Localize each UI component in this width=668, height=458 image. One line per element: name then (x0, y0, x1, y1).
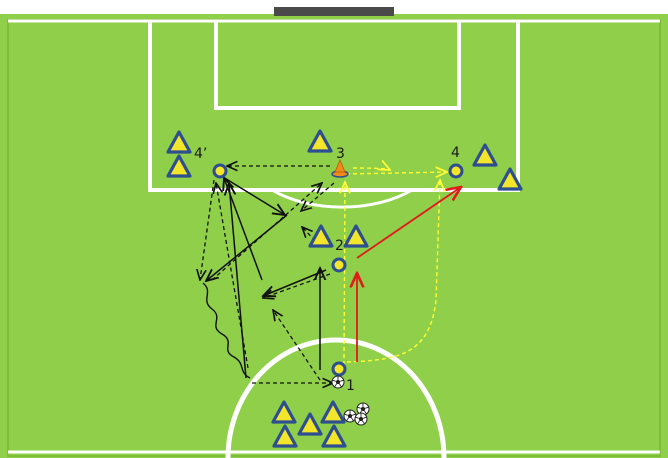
penalty-box-line (148, 21, 520, 192)
red-passes (357, 187, 461, 362)
soccer-ball-icon (354, 412, 368, 426)
soccer-ball-icon (343, 409, 357, 423)
pass-arrow (263, 273, 331, 298)
yellow-arrow (352, 168, 390, 170)
position-ring-icon (331, 257, 347, 273)
position-ring-icon (448, 163, 464, 179)
pass-arrow (200, 179, 215, 280)
pass-arrow (216, 183, 249, 369)
orange-cone-icon (331, 158, 349, 178)
goal-area-line (214, 21, 461, 110)
player-label-3: 3 (336, 146, 345, 162)
center-circle-line (225, 337, 447, 458)
pitch-background (0, 14, 668, 458)
player-label-4: 4 (451, 145, 460, 161)
player-label-2: 2 (335, 238, 344, 254)
pass-arrow (302, 227, 321, 247)
dribble-wavy-line (202, 282, 251, 379)
pass-arrow (301, 182, 335, 211)
run-arrow (229, 183, 247, 379)
yellow-runs (344, 168, 447, 366)
dashed-pass-arrows (200, 166, 335, 383)
player-label-4-prime: 4’ (194, 146, 207, 162)
position-ring-icon (212, 163, 228, 179)
goal-bar (274, 7, 394, 16)
soccer-ball-icon (331, 375, 345, 389)
position-ring-icon (331, 361, 347, 377)
yellow-arrow (345, 172, 447, 174)
penalty-arc-line (271, 188, 413, 209)
red-arrow (356, 187, 461, 259)
run-arrow (206, 214, 288, 281)
yellow-arrow (344, 182, 345, 366)
player-label-1: 1 (346, 378, 355, 394)
pass-arrow (273, 310, 321, 381)
